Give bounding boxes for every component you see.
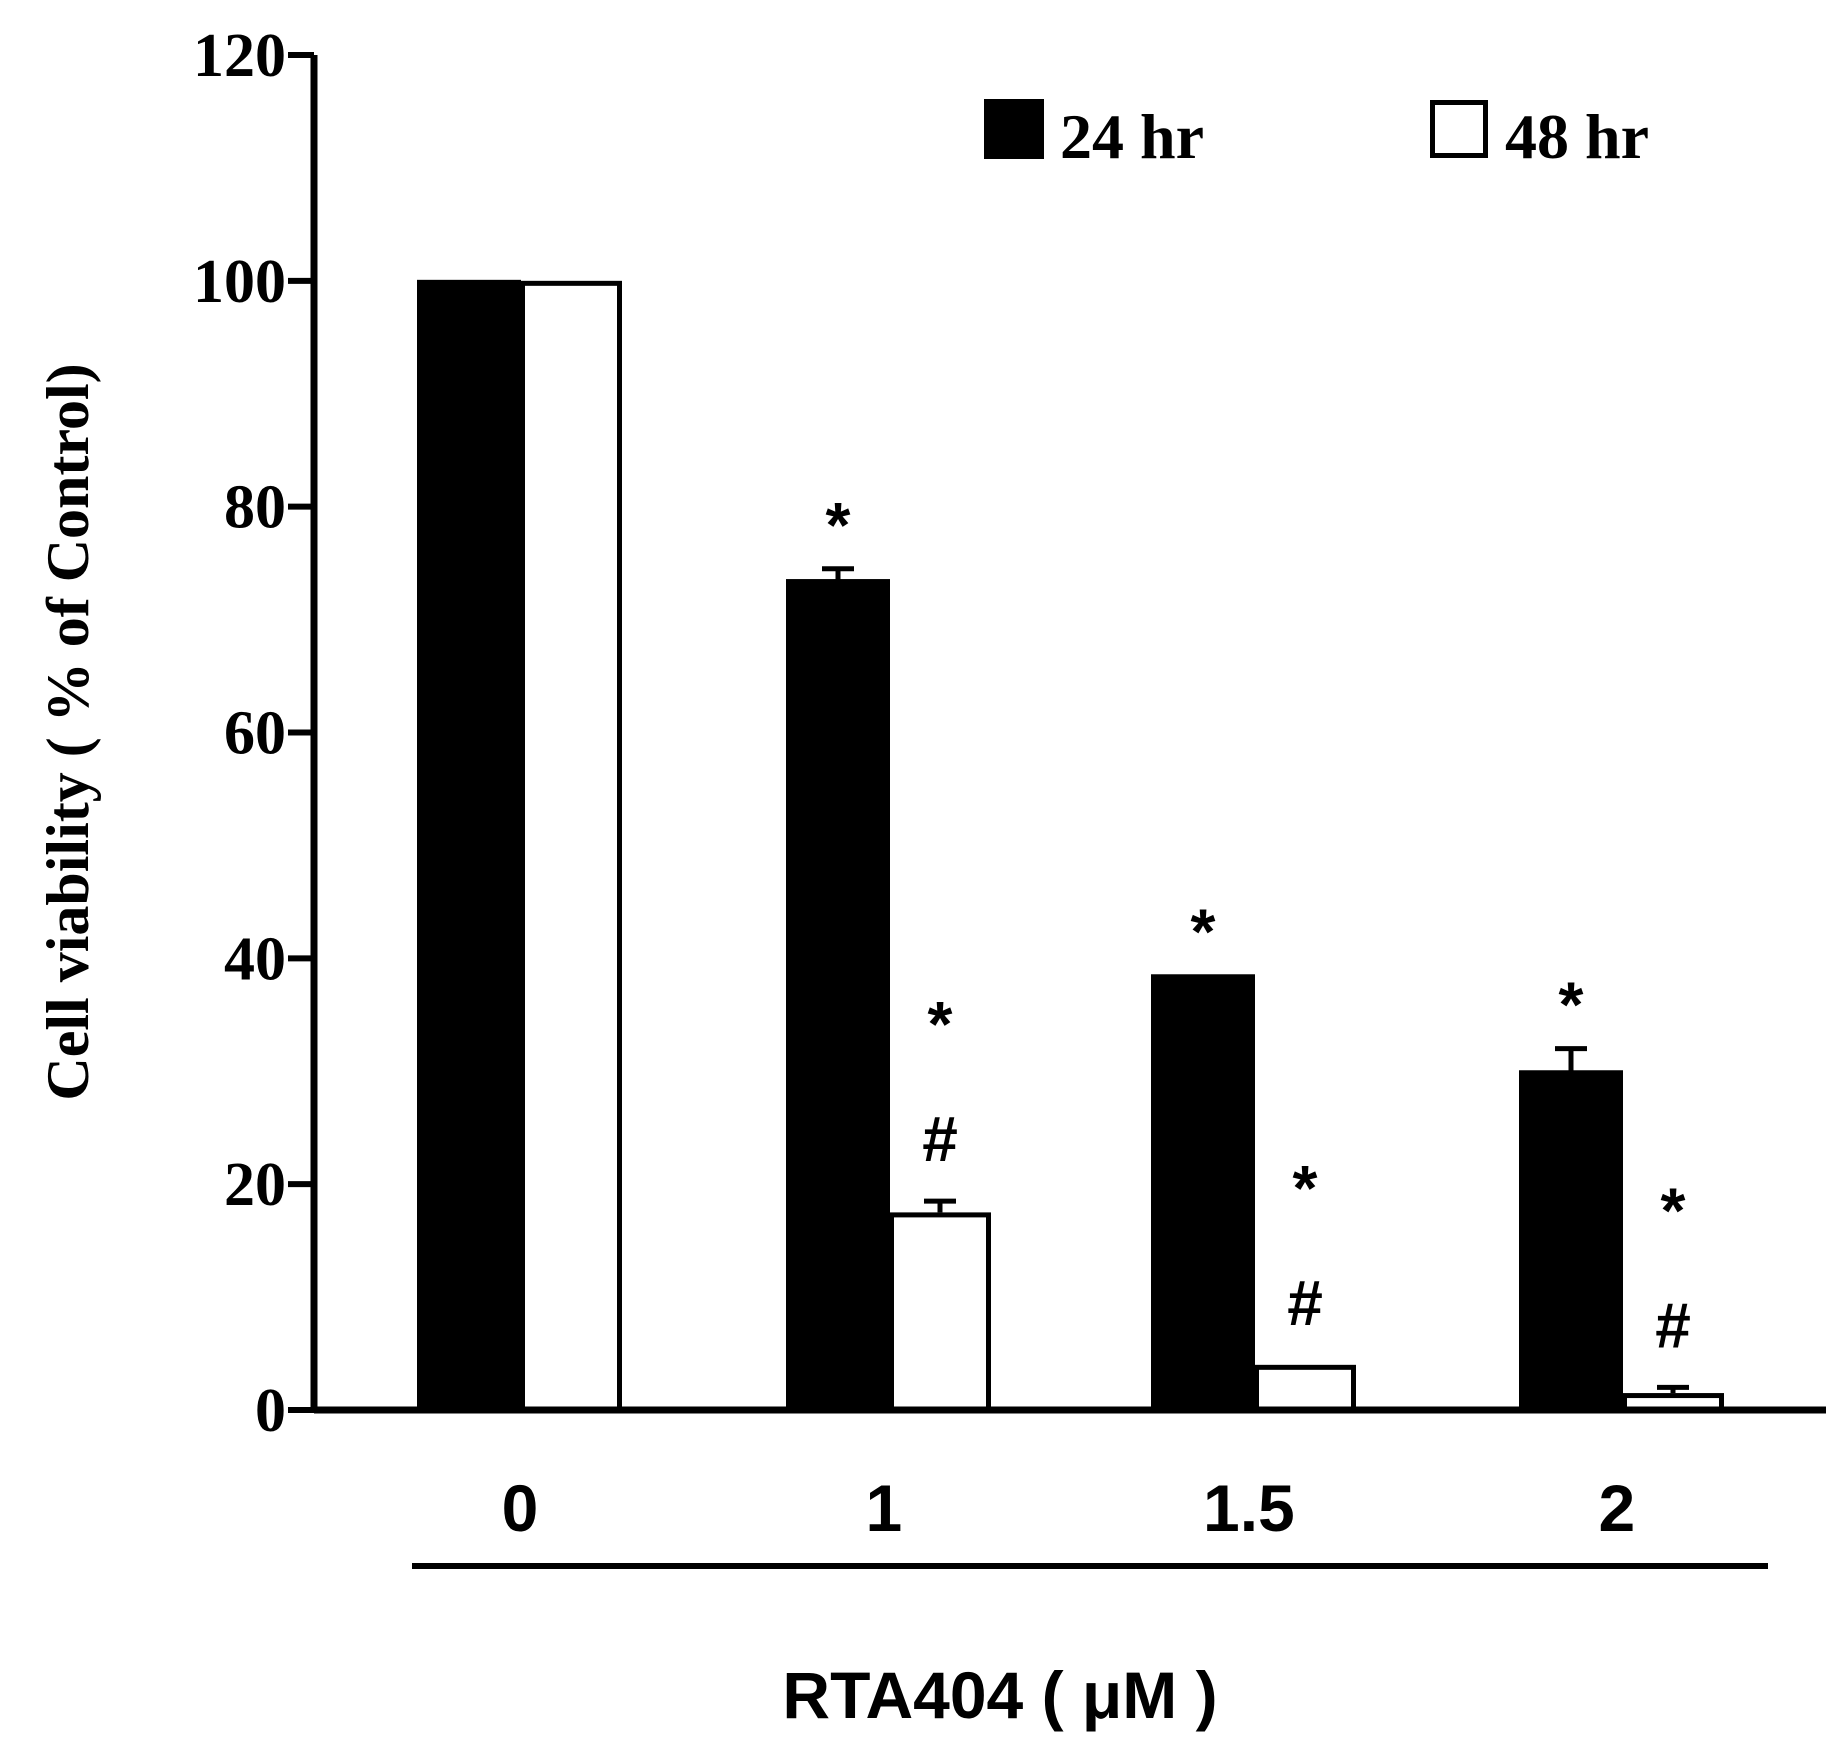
y-tick-label: 80 (224, 474, 286, 542)
y-tick-label: 120 (193, 22, 286, 90)
significance-star: * (1191, 895, 1216, 967)
x-category-label: 2 (1599, 1471, 1636, 1545)
y-tick-label: 60 (224, 700, 286, 768)
legend-label-48hr: 48 hr (1505, 101, 1649, 172)
legend-swatch-24hr (984, 99, 1044, 159)
bar-24hr-2 (1519, 1070, 1623, 1411)
x-category-label: 0 (502, 1471, 539, 1545)
y-tick-label: 0 (255, 1377, 286, 1445)
legend: 24 hr 48 hr (984, 99, 1649, 172)
significance-annotations: * * # * * # * * # (826, 489, 1691, 1362)
x-category-label: 1 (866, 1471, 903, 1545)
x-category-label: 1.5 (1203, 1471, 1295, 1545)
y-axis-title: Cell viability ( % of Control) (35, 363, 101, 1100)
bar-48hr-1 (889, 1212, 991, 1413)
significance-star: * (1293, 1152, 1318, 1224)
bar-24hr-1 (786, 579, 890, 1411)
significance-hash: # (922, 1103, 958, 1175)
bar-24hr-0 (417, 279, 521, 1411)
legend-label-24hr: 24 hr (1060, 101, 1204, 172)
bar-48hr-1.5 (1254, 1364, 1356, 1413)
y-tick-label: 20 (224, 1151, 286, 1219)
y-tick-label: 100 (193, 248, 286, 316)
y-axis: 0 20 40 60 80 100 120 (193, 22, 318, 1445)
significance-hash: # (1287, 1267, 1323, 1339)
y-tick-label: 40 (224, 925, 286, 993)
significance-hash: # (1655, 1289, 1691, 1361)
bars (314, 279, 1826, 1414)
bar-24hr-1.5 (1151, 974, 1255, 1411)
legend-swatch-48hr (1430, 100, 1488, 158)
significance-star: * (928, 988, 953, 1060)
x-axis-title: RTA404 ( μM ) (782, 1658, 1217, 1732)
significance-star: * (1661, 1174, 1686, 1246)
significance-star: * (1559, 969, 1584, 1041)
bar-48hr-0 (520, 280, 622, 1413)
significance-star: * (826, 489, 851, 561)
x-axis: 0 1 1.5 2 (412, 1471, 1768, 1569)
